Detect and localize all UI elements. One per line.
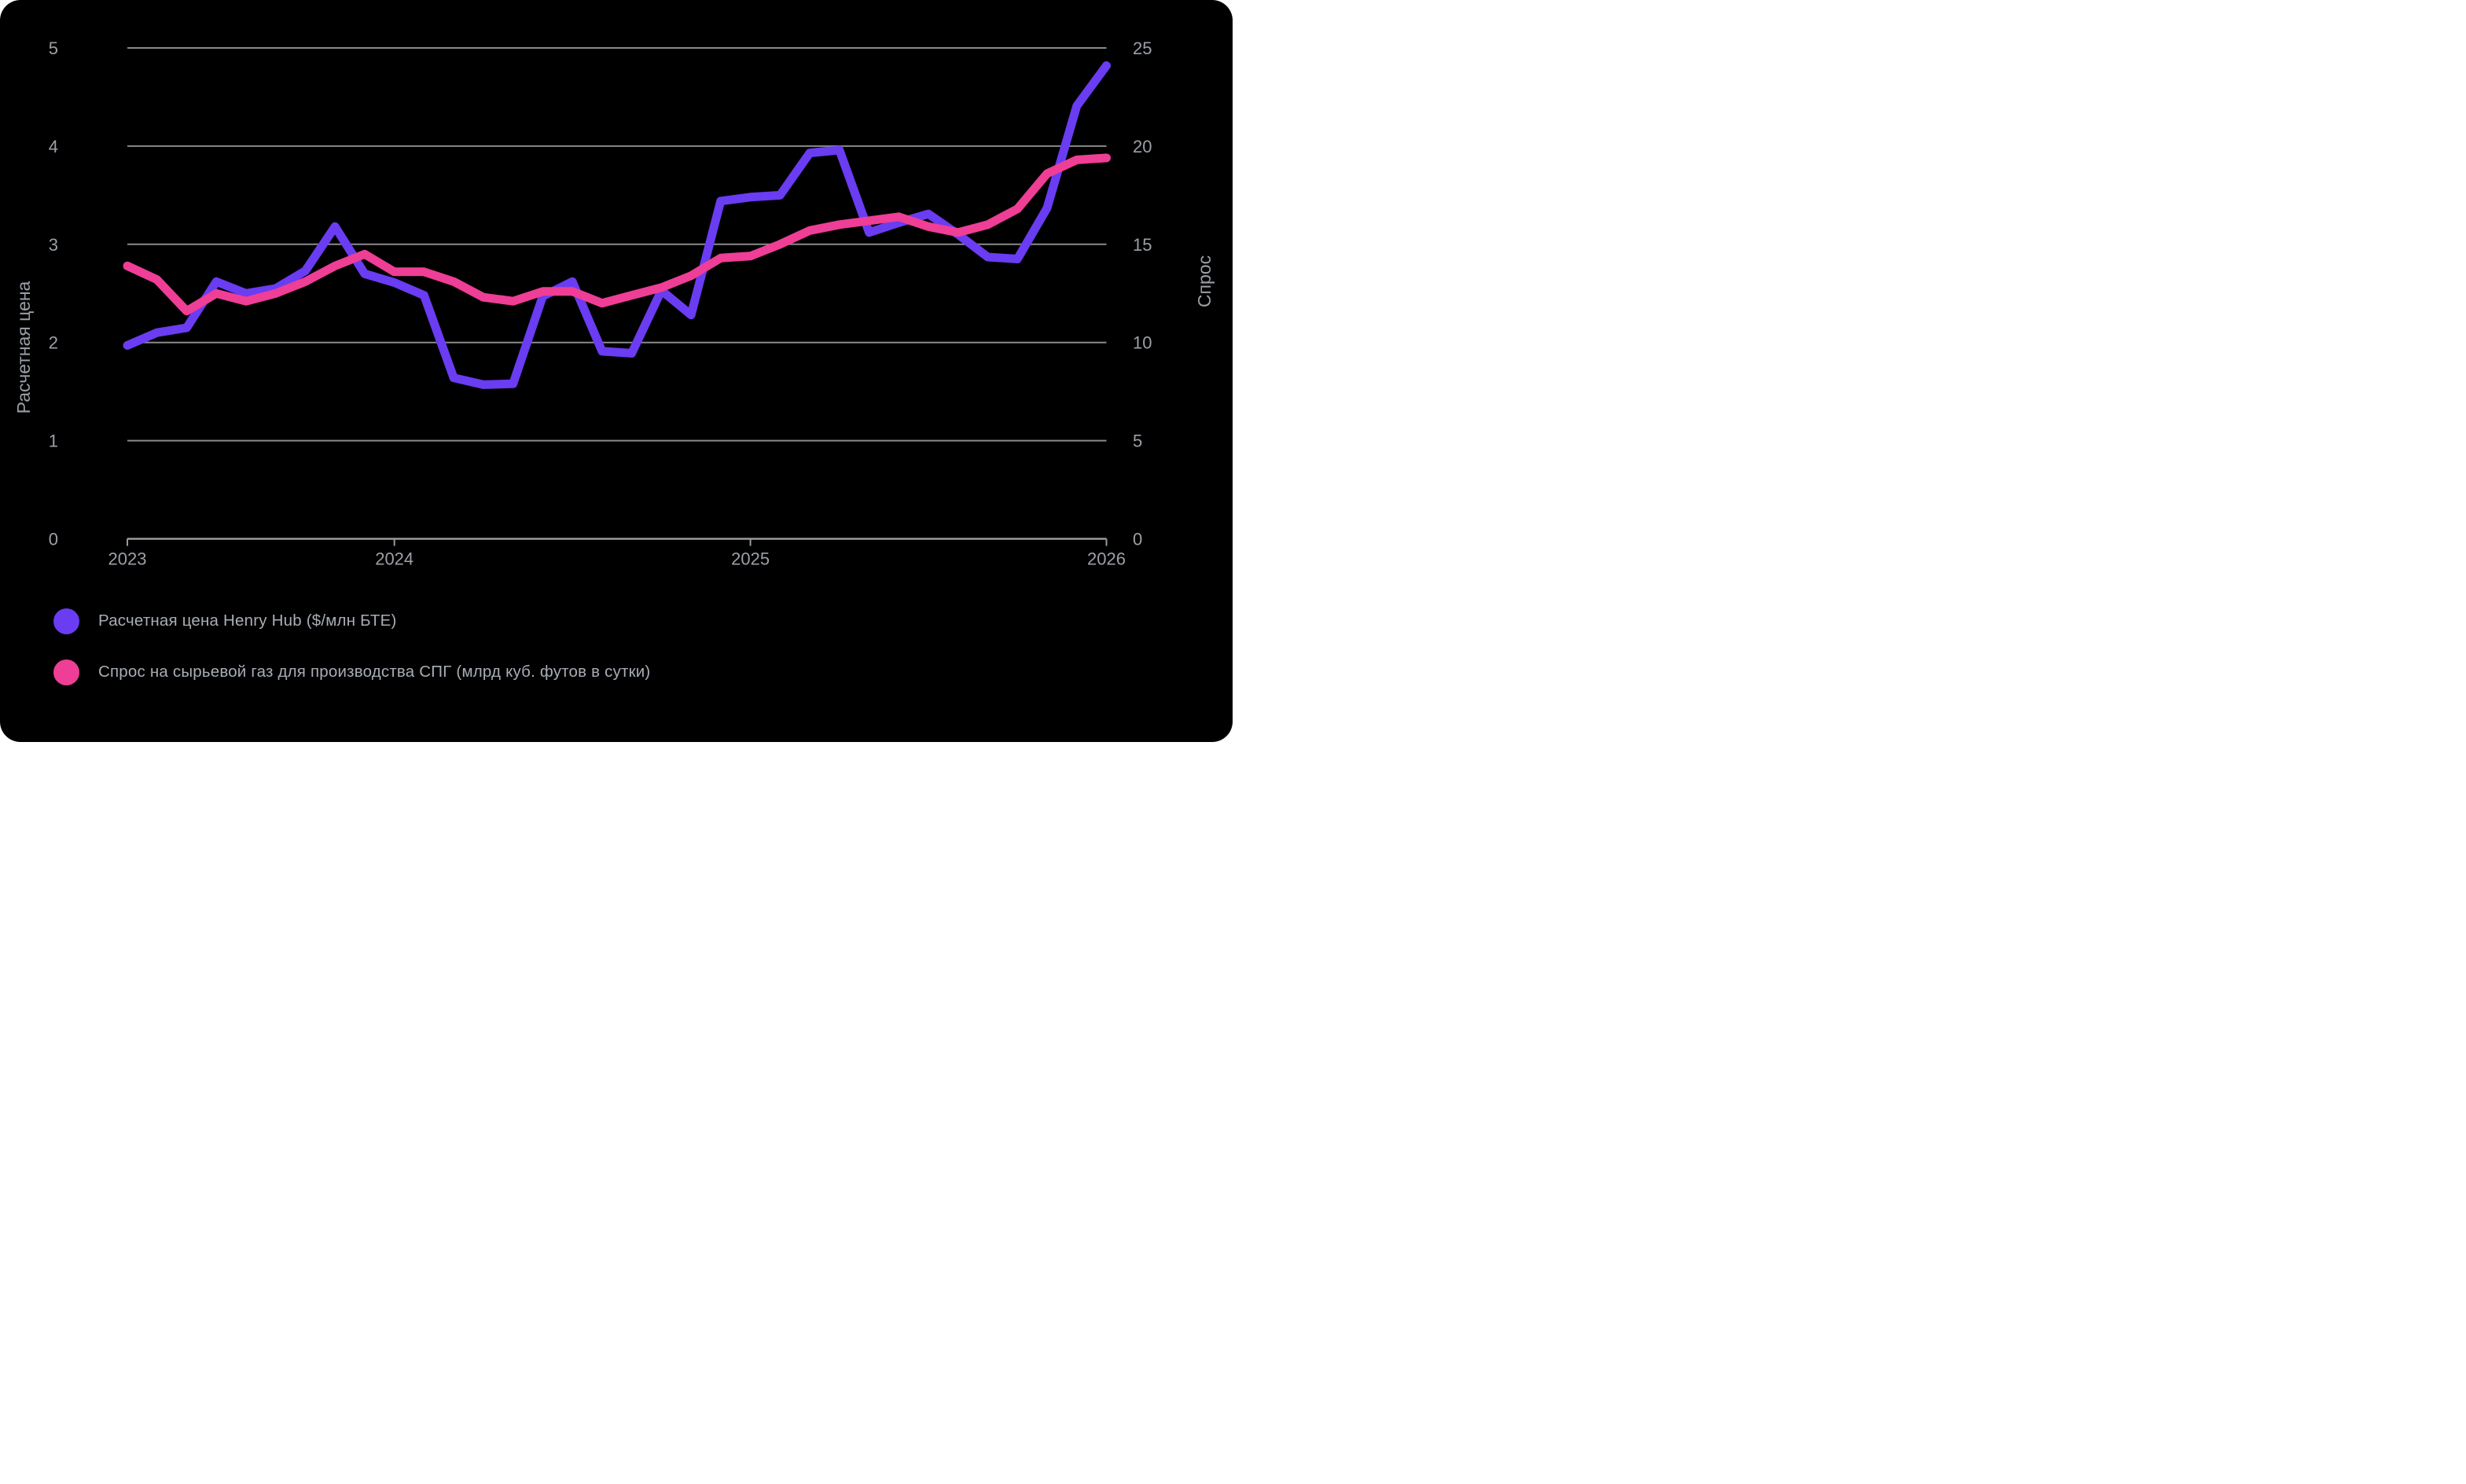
demand-line <box>123 153 1111 316</box>
page: 2023 2024 2025 2026 0 1 2 3 4 5 0 5 10 15 20 25 Расчетна… <box>0 0 1233 742</box>
legend-item-demand: Спрос на сырьевой газ для производства С… <box>53 658 650 686</box>
price-series-swatch-icon <box>53 608 79 634</box>
legend-label-demand: Спрос на сырьевой газ для производства С… <box>98 663 651 681</box>
left-tick-label: 0 <box>49 530 58 549</box>
right-tick-label: 20 <box>1133 137 1152 156</box>
chart-card: 2023 2024 2025 2026 0 1 2 3 4 5 0 5 10 15 20 25 Расчетна… <box>0 0 1233 742</box>
x-tick-label: 2026 <box>1087 549 1126 569</box>
right-tick-label: 5 <box>1133 432 1142 451</box>
left-tick-label: 3 <box>49 235 58 255</box>
right-axis-title: Спрос <box>1194 255 1215 307</box>
right-tick-label: 15 <box>1133 235 1152 255</box>
left-tick-label: 4 <box>49 137 58 156</box>
left-tick-label: 1 <box>49 432 58 451</box>
left-axis-title: Расчетная цена <box>13 281 34 413</box>
price-line <box>123 61 1111 389</box>
left-tick-label: 2 <box>49 333 58 353</box>
right-tick-label: 10 <box>1133 333 1152 353</box>
left-tick-label: 5 <box>49 39 58 58</box>
demand-series-swatch-icon <box>53 659 79 685</box>
right-tick-label: 0 <box>1133 530 1142 549</box>
x-tick-label: 2023 <box>108 549 147 569</box>
legend-label-price: Расчетная цена Henry Hub ($/млн БТЕ) <box>98 612 397 630</box>
legend-item-price: Расчетная цена Henry Hub ($/млн БТЕ) <box>53 607 650 635</box>
x-tick-label: 2024 <box>375 549 413 569</box>
legend: Расчетная цена Henry Hub ($/млн БТЕ) Спр… <box>53 607 650 686</box>
chart-canvas: 2023 2024 2025 20260123450510152025Расчетна… <box>13 39 1215 569</box>
x-tick-label: 2025 <box>731 549 770 569</box>
right-tick-label: 25 <box>1133 39 1152 58</box>
